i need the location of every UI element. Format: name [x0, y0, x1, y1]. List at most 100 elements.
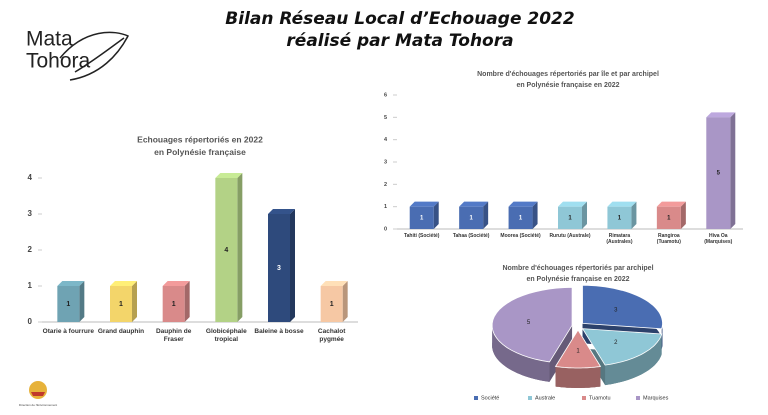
x-tick-label: Tahiti (Société)	[403, 233, 440, 239]
bar	[320, 286, 343, 322]
bar-top	[162, 281, 190, 286]
logo-leaf	[59, 31, 130, 81]
bar-side	[631, 201, 637, 229]
bar-top	[57, 281, 85, 286]
data-label: 1	[576, 348, 580, 354]
bar-side	[184, 281, 190, 322]
bar-side	[79, 281, 85, 322]
x-tick-label: Baleine à bosse	[254, 328, 304, 335]
x-tick-label: Hiva Oa (Marquises)	[704, 233, 733, 246]
data-label: 1	[667, 215, 671, 221]
y-tick-label: 6	[384, 92, 387, 98]
legend-swatch	[528, 396, 532, 400]
data-label: 1	[420, 215, 424, 221]
y-tick-label: 2	[28, 245, 33, 254]
bar	[162, 286, 185, 322]
pie-slice-side	[605, 334, 662, 386]
bar-top	[215, 173, 243, 178]
pie-slice-side	[661, 323, 663, 349]
bar	[57, 286, 80, 322]
bar-top	[320, 281, 348, 286]
x-tick-label: Dauphin de Fraser	[155, 328, 192, 344]
x-tick-label: Rangiroa (Tuamotu)	[656, 233, 681, 246]
pie-slice-side	[555, 366, 601, 388]
legend-swatch	[474, 396, 478, 400]
page-title: Bilan Réseau Local d’Echouage 2022	[225, 9, 574, 29]
data-label: 5	[717, 171, 721, 177]
y-tick-label: 5	[384, 115, 387, 121]
bar	[558, 206, 582, 229]
bar-top	[409, 201, 439, 207]
data-label: 1	[119, 301, 123, 308]
bar-top	[459, 201, 489, 207]
legend-label: Marquises	[643, 395, 669, 401]
data-label: 3	[614, 307, 618, 313]
emblem	[31, 392, 45, 396]
bar	[508, 206, 533, 229]
chart-title: Nombre d'échouages répertoriés par île e…	[477, 71, 659, 78]
chart-title: en Polynésie française	[154, 147, 246, 157]
data-label: 1	[66, 301, 70, 308]
bar	[459, 206, 484, 229]
pie-slice	[491, 286, 573, 363]
pie-slice-side	[492, 325, 550, 382]
bar-top	[110, 281, 137, 286]
data-label: 1	[519, 215, 523, 221]
bar	[706, 117, 731, 229]
legend-label: Société	[481, 395, 499, 401]
y-tick-label: 1	[384, 204, 387, 210]
data-label: 5	[527, 320, 531, 326]
y-tick-label: 3	[384, 159, 387, 165]
bar	[110, 286, 132, 322]
page-subtitle: réalisé par Mata Tohora	[286, 31, 513, 51]
bar-top	[268, 209, 295, 214]
bar	[656, 206, 681, 229]
x-tick-label: Cachalot pygmée	[317, 328, 346, 344]
bar	[607, 206, 632, 229]
chart-title: Echouages répertoriés en 2022	[137, 134, 263, 144]
data-label: 2	[614, 340, 618, 346]
bar-top	[607, 201, 637, 207]
legend-swatch	[582, 396, 586, 400]
emblem	[29, 381, 47, 399]
y-tick-label: 1	[28, 281, 33, 290]
data-label: 1	[172, 301, 176, 308]
bar-side	[582, 201, 587, 229]
x-tick-label: Rimatara (Australes)	[606, 233, 633, 246]
x-tick-label: Tahaa (Société)	[452, 233, 490, 239]
logo-text: Mata	[26, 28, 73, 51]
bar-side	[532, 201, 538, 229]
chart-title: Nombre d'échouages répertoriés par archi…	[502, 265, 653, 272]
pie-slice	[554, 329, 602, 369]
emblem-caption: Direction de l'Environnement	[19, 403, 57, 407]
data-label: 1	[469, 215, 473, 221]
chart-title: en Polynésie française en 2022	[526, 276, 629, 283]
bar-top	[558, 201, 587, 207]
x-tick-label: Grand dauphin	[97, 328, 145, 335]
data-label: 4	[224, 247, 228, 254]
y-tick-label: 4	[384, 137, 388, 143]
bar-side	[290, 209, 295, 322]
bar-side	[132, 281, 137, 322]
x-tick-label: Globicéphale tropical	[205, 328, 247, 344]
pie-slice	[581, 328, 663, 366]
y-tick-label: 2	[384, 182, 387, 188]
legend-label: Tuamotu	[589, 395, 611, 401]
bar-side	[680, 201, 686, 229]
logo-text: Tohora	[26, 50, 91, 73]
bar-top	[706, 112, 736, 118]
data-label: 3	[277, 265, 281, 272]
legend-label: Australe	[535, 395, 555, 401]
bar-side	[483, 201, 489, 229]
data-label: 1	[618, 215, 622, 221]
y-tick-label: 4	[28, 173, 33, 182]
bar-top	[656, 201, 686, 207]
bar	[268, 214, 290, 322]
pie-slice	[582, 285, 663, 330]
x-tick-label: Otarie à fourrure	[42, 328, 94, 335]
chart-title: en Polynésie française en 2022	[516, 82, 619, 89]
bar	[215, 178, 238, 322]
data-label: 1	[568, 215, 572, 221]
